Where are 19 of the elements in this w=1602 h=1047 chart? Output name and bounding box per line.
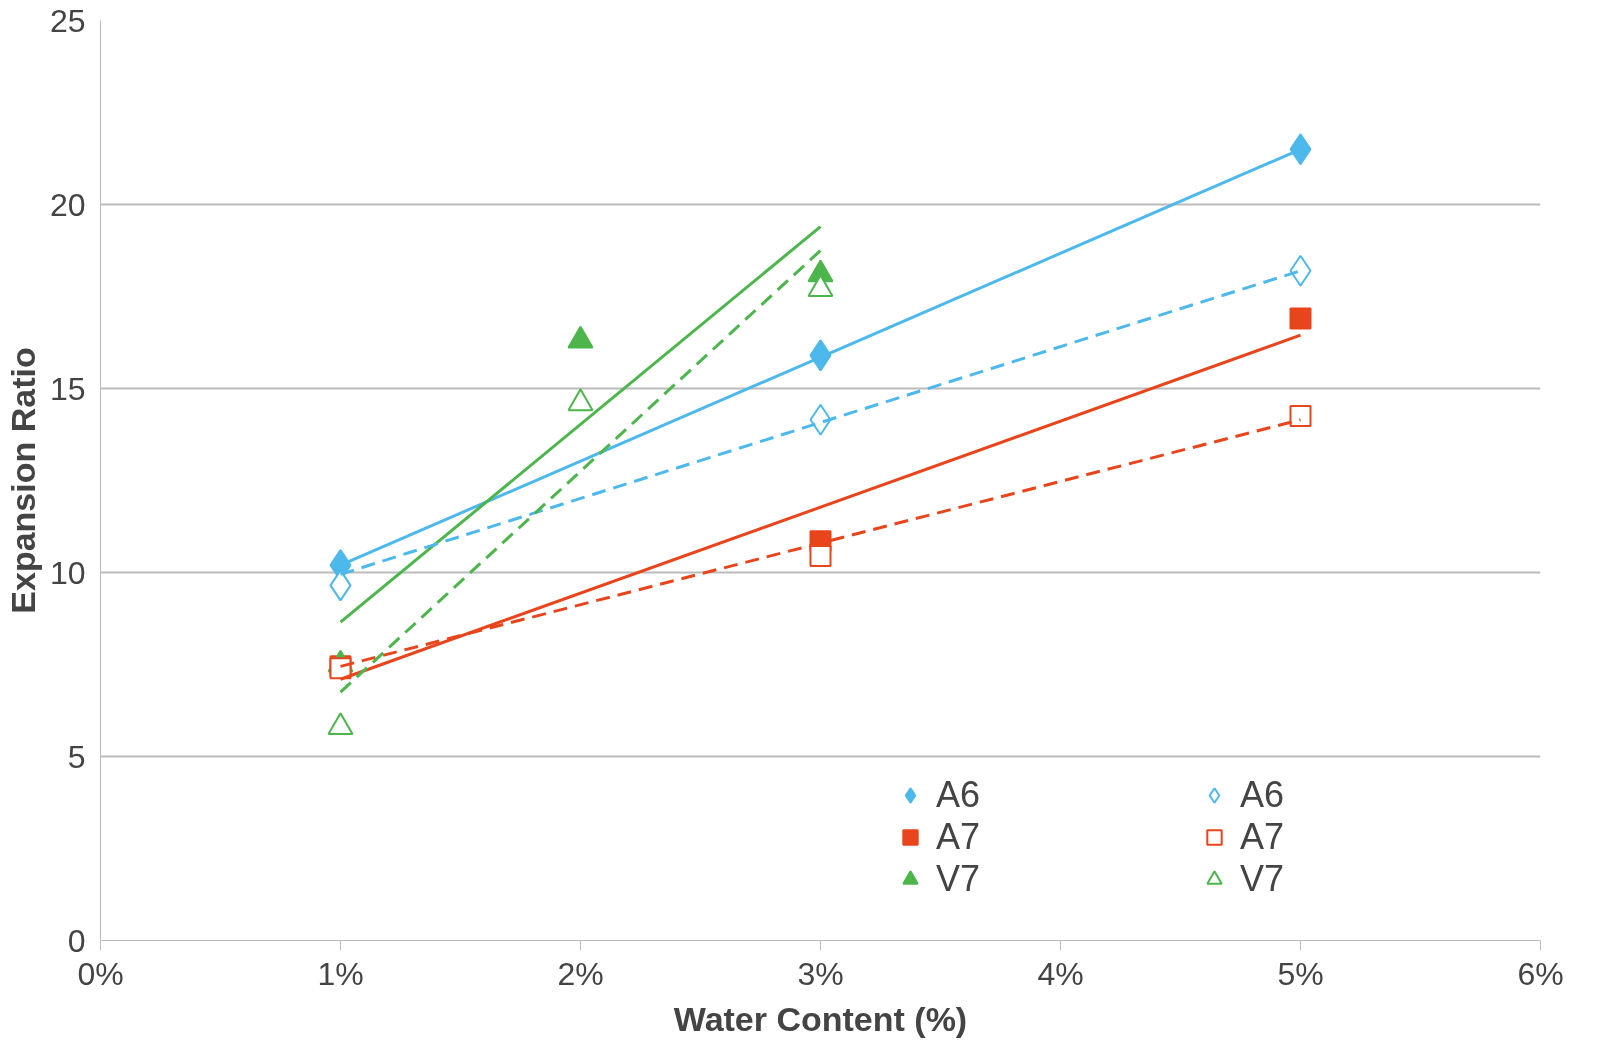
x-tick-label: 4% <box>1037 955 1084 992</box>
legend-label: V7 <box>1240 858 1286 900</box>
y-tick-label: 15 <box>49 370 86 407</box>
legend-label: A7 <box>936 816 982 858</box>
x-tick-label: 5% <box>1277 955 1324 992</box>
y-tick-label: 25 <box>49 2 86 39</box>
y-tick-label: 5 <box>67 738 86 775</box>
legend-label: V7 <box>936 858 982 900</box>
x-axis-title: Water Content (%) <box>673 999 968 1038</box>
x-tick-label: 3% <box>797 955 844 992</box>
x-tick-label: 1% <box>317 955 364 992</box>
y-tick-label: 10 <box>49 554 86 591</box>
y-axis-title: Expansion Ratio <box>3 347 42 614</box>
x-tick-label: 2% <box>557 955 604 992</box>
legend-label: A6 <box>936 774 982 816</box>
legend-label: A7 <box>1240 816 1286 858</box>
x-tick-label: 6% <box>1517 955 1564 992</box>
legend-label: A6 <box>1240 774 1286 816</box>
y-tick-label: 20 <box>49 186 86 223</box>
